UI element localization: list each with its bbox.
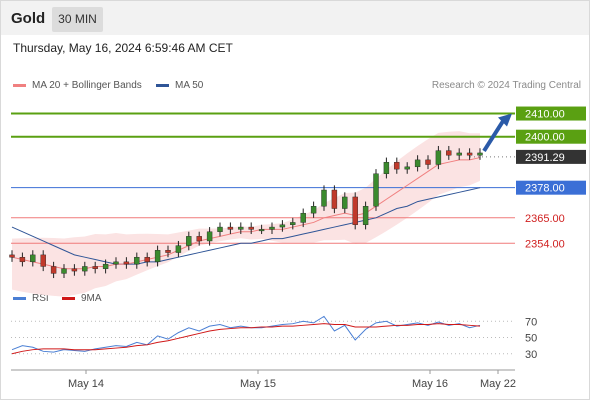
candle-body bbox=[196, 236, 202, 242]
candle-body bbox=[227, 226, 234, 230]
candle-body bbox=[446, 150, 452, 156]
candle-body bbox=[102, 263, 109, 269]
research-credit: Research © 2024 Trading Central bbox=[431, 80, 581, 91]
legend-rsi-label: RSI bbox=[32, 293, 49, 304]
rsi-line bbox=[11, 315, 481, 353]
candle-body bbox=[186, 236, 192, 246]
candle-body bbox=[435, 150, 442, 165]
candle-body bbox=[206, 231, 213, 242]
candle-body bbox=[342, 196, 348, 209]
level-label-2365.00: 2365.00 bbox=[525, 213, 565, 225]
candle-body bbox=[456, 152, 462, 156]
candle-body bbox=[9, 254, 15, 258]
legend-9ma: 9MA bbox=[62, 293, 102, 304]
candle-body bbox=[383, 161, 390, 174]
legend-9ma-swatch bbox=[62, 296, 75, 300]
rsi-9ma-line bbox=[11, 323, 481, 355]
x-tick-label: May 15 bbox=[240, 378, 276, 390]
candle-body bbox=[404, 166, 410, 170]
forecast-arrow-head bbox=[498, 113, 512, 127]
candle-body bbox=[113, 261, 119, 265]
candle-body bbox=[40, 254, 46, 267]
level-label-2391.29: 2391.29 bbox=[525, 152, 565, 164]
candle-body bbox=[300, 212, 306, 223]
symbol-title: Gold bbox=[11, 10, 46, 27]
rsi-tick-label: 50 bbox=[525, 333, 537, 345]
level-label-2354.00: 2354.00 bbox=[525, 238, 565, 250]
chart-header: Gold 30 MIN bbox=[1, 1, 589, 35]
candle-body bbox=[175, 245, 182, 253]
candle-body bbox=[394, 161, 400, 170]
candle-body bbox=[134, 256, 140, 265]
legend-rsi-swatch bbox=[13, 296, 26, 300]
level-tag-2378.00 bbox=[516, 180, 586, 195]
forecast-arrow-shaft bbox=[482, 118, 506, 153]
level-label-2378.00: 2378.00 bbox=[525, 183, 565, 195]
level-tag-2391.29 bbox=[516, 149, 586, 164]
candle-body bbox=[165, 250, 171, 253]
candle-body bbox=[217, 226, 223, 232]
candle-body bbox=[82, 266, 88, 272]
candle-body bbox=[321, 189, 327, 207]
candle-body bbox=[123, 261, 130, 265]
candle-body bbox=[290, 222, 296, 225]
candle-body bbox=[310, 206, 317, 214]
candle-body bbox=[71, 268, 78, 272]
candle-body bbox=[154, 250, 161, 263]
candles bbox=[9, 145, 483, 279]
legend-ma20-swatch bbox=[13, 83, 26, 87]
legend-9ma-label: 9MA bbox=[81, 293, 102, 304]
candle-body bbox=[425, 159, 431, 165]
candle-body bbox=[466, 152, 473, 156]
timestamp: Thursday, May 16, 2024 6:59:46 AM CET bbox=[13, 41, 233, 55]
candle-body bbox=[477, 152, 483, 156]
candle-body bbox=[258, 229, 265, 232]
candle-body bbox=[414, 159, 421, 168]
candle-body bbox=[362, 206, 369, 225]
x-tick-label: May 14 bbox=[68, 378, 104, 390]
level-tag-2410.00 bbox=[516, 106, 586, 121]
candle-body bbox=[30, 254, 36, 263]
ma20-line bbox=[11, 157, 481, 270]
candle-body bbox=[19, 256, 26, 263]
level-tag-2400.00 bbox=[516, 129, 586, 144]
candle-body bbox=[61, 268, 67, 274]
rsi-tick-label: 70 bbox=[525, 316, 537, 328]
candle-body bbox=[144, 256, 150, 263]
candle-body bbox=[50, 266, 57, 274]
candle-body bbox=[248, 226, 254, 230]
legend-ma20-label: MA 20 + Bollinger Bands bbox=[32, 80, 142, 91]
ma50-line bbox=[11, 187, 481, 265]
legend-ma50-swatch bbox=[156, 83, 169, 87]
level-label-2400.00: 2400.00 bbox=[525, 132, 565, 144]
legend-ma50-label: MA 50 bbox=[175, 80, 204, 91]
candle-body bbox=[238, 226, 244, 230]
timeframe-tab[interactable]: 30 MIN bbox=[52, 7, 103, 32]
legend-ma50: MA 50 bbox=[156, 80, 203, 91]
candle-body bbox=[92, 266, 98, 269]
candle-body bbox=[373, 173, 379, 207]
legend-rsi: RSI bbox=[13, 293, 49, 304]
candle-body bbox=[331, 189, 338, 209]
candle-body bbox=[269, 226, 275, 230]
level-label-2410.00: 2410.00 bbox=[525, 109, 565, 121]
x-tick-label: May 22 bbox=[480, 378, 516, 390]
bollinger-band-area bbox=[12, 131, 480, 297]
legend-ma20: MA 20 + Bollinger Bands bbox=[13, 80, 142, 91]
candle-body bbox=[352, 196, 358, 225]
rsi-tick-label: 30 bbox=[525, 349, 537, 361]
x-tick-label: May 16 bbox=[412, 378, 448, 390]
candle-body bbox=[279, 224, 286, 228]
